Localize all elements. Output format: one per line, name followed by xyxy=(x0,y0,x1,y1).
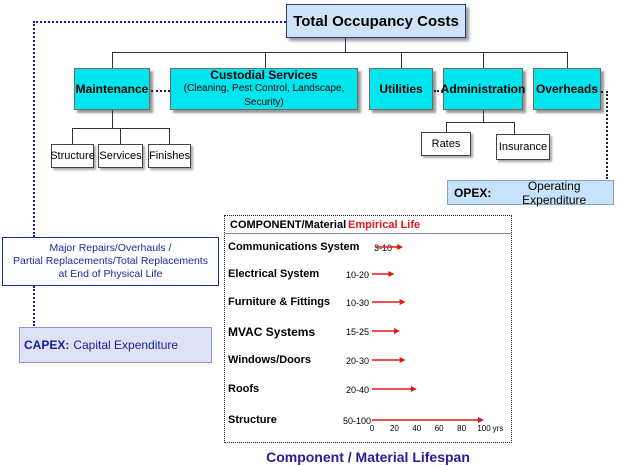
axis-tick-label: 60 xyxy=(434,424,444,433)
connector-line xyxy=(567,52,568,68)
axis-tick-label: 0 xyxy=(369,424,375,433)
table-header-component: COMPONENT/Material xyxy=(230,219,347,231)
connector-line xyxy=(72,128,73,144)
connector-line xyxy=(120,128,121,144)
utilities-box: Utilities xyxy=(369,68,433,110)
connector-line xyxy=(112,52,568,53)
axis-tick-label: 100 xyxy=(477,424,491,433)
component-label: Windows/Doors xyxy=(228,354,312,366)
insurance-box: Insurance xyxy=(496,134,550,160)
connector-line xyxy=(483,110,484,122)
life-range-label: 10-30 xyxy=(346,298,370,308)
services-box: Services xyxy=(98,144,143,168)
connector-line xyxy=(169,128,170,144)
connector-line xyxy=(345,38,346,52)
connector-line xyxy=(112,110,113,128)
connector-line xyxy=(483,52,484,68)
axis-tick-label: 80 xyxy=(457,424,467,433)
connector-line xyxy=(72,128,170,129)
finishes-box: Finishes xyxy=(148,144,191,168)
lifespan-table xyxy=(224,215,512,443)
dotted-link xyxy=(151,90,170,92)
diagram-caption: Component / Material Lifespan xyxy=(266,449,470,465)
dotted-link xyxy=(33,286,35,326)
life-range-label: 20-40 xyxy=(346,385,370,395)
major-repairs-box: Major Repairs/Overhauls / Partial Replac… xyxy=(2,237,219,286)
major-repairs-line: Partial Replacements/Total Replacements xyxy=(13,255,208,267)
component-label: MVAC Systems xyxy=(228,325,316,339)
maintenance-box: Maintenance xyxy=(74,68,150,110)
table-header-life: Empirical Life xyxy=(348,219,421,231)
rates-box: Rates xyxy=(421,132,471,156)
axis-tick-label: 20 xyxy=(389,424,399,433)
capex-abbr: CAPEX: xyxy=(24,338,70,352)
component-label: Roofs xyxy=(228,383,260,395)
total-occupancy-costs-box: Total Occupancy Costs xyxy=(286,4,466,38)
major-repairs-line: at End of Physical Life xyxy=(58,268,163,280)
dotted-link xyxy=(434,90,443,92)
life-range-label: 15-25 xyxy=(346,327,370,337)
axis-tick-label: 40 xyxy=(412,424,422,433)
connector-line xyxy=(446,122,515,123)
opex-box: OPEX: Operating Expenditure xyxy=(447,178,614,207)
component-label: Communications System xyxy=(228,241,360,253)
dotted-link xyxy=(601,91,608,93)
connector-line xyxy=(514,122,515,134)
custodial-services-title: Custodial Services xyxy=(210,68,318,82)
dotted-link xyxy=(33,21,35,237)
overheads-box: Overheads xyxy=(533,68,601,110)
life-range-label: 20-30 xyxy=(346,356,370,366)
component-label: Structure xyxy=(228,414,277,426)
opex-label: Operating Expenditure xyxy=(522,178,587,207)
life-range-label: 50-100 xyxy=(343,416,372,426)
component-label: Electrical System xyxy=(228,268,320,280)
capex-label: Capital Expenditure xyxy=(73,338,179,352)
connector-line xyxy=(401,52,402,68)
custodial-services-detail: (Cleaning, Pest Control, Landscape, Secu… xyxy=(183,83,345,108)
dotted-link xyxy=(606,91,608,179)
administration-box: Administration xyxy=(441,68,525,110)
connector-line xyxy=(265,52,266,68)
custodial-services-box: Custodial Services (Cleaning, Pest Contr… xyxy=(170,68,358,110)
capex-box: CAPEX: Capital Expenditure xyxy=(19,327,212,363)
dotted-link xyxy=(33,21,286,23)
axis-unit-label: yrs xyxy=(492,424,504,433)
life-range-label: 10-20 xyxy=(346,270,370,280)
structure-box: Structure xyxy=(50,144,95,168)
major-repairs-line: Major Repairs/Overhauls / xyxy=(49,242,172,254)
connector-line xyxy=(446,122,447,132)
connector-line xyxy=(112,52,113,68)
opex-abbr: OPEX: xyxy=(454,185,492,200)
table-header-divider xyxy=(225,233,511,234)
component-label: Furniture & Fittings xyxy=(228,296,331,308)
life-range-label: 3-10 xyxy=(374,243,393,253)
